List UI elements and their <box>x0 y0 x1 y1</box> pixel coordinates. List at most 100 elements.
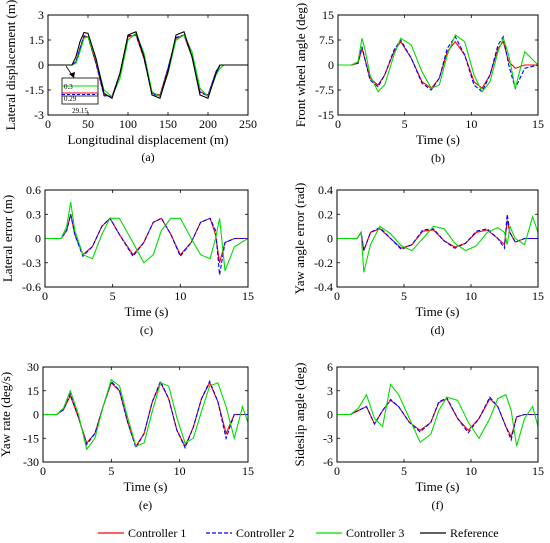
y-axis-label: Yaw rate (deg/s) <box>0 372 13 457</box>
x-tick-label: 150 <box>159 117 177 131</box>
legend-label: Controller 2 <box>236 526 294 540</box>
x-tick-label: 0 <box>45 117 51 131</box>
series-line-controller-2 <box>337 396 538 442</box>
x-tick-label: 50 <box>82 117 94 131</box>
x-tick-label: 15 <box>532 464 544 478</box>
x-tick-label: 10 <box>465 289 477 303</box>
panel-caption: (d) <box>431 323 445 337</box>
series-line-controller-1 <box>337 397 538 439</box>
x-tick-label: 5 <box>108 464 114 478</box>
y-tick-label: -0.2 <box>314 256 333 270</box>
y-tick-label: -3 <box>34 108 44 122</box>
x-tick-label: 100 <box>119 117 137 131</box>
y-tick-label: -0.3 <box>22 256 41 270</box>
plot-frame <box>336 189 539 288</box>
panel-caption: (b) <box>431 151 445 165</box>
y-tick-label: -6 <box>323 455 333 469</box>
y-axis-label: Lateral error (m) <box>0 195 15 282</box>
series-line-controller-3 <box>43 378 248 451</box>
y-tick-label: -0.6 <box>22 280 41 294</box>
series-line-reference <box>48 30 248 100</box>
panel-caption: (f) <box>432 498 444 512</box>
x-axis-label: Longitudinal displacement (m) <box>67 132 228 147</box>
panel-e: 0 5 10 15 -30 -15 0 15 30 Time (s) Yaw rate (deg/s… <box>0 360 254 512</box>
zoom-inset: 0.3 0.29 29.15 <box>61 65 99 115</box>
y-tick-label: 0.6 <box>26 183 41 197</box>
y-tick-label: 0.3 <box>26 207 41 221</box>
inset-label-bottom: 0.29 <box>64 95 77 103</box>
series-line-controller-1 <box>45 214 248 263</box>
plot-frame <box>44 189 249 288</box>
series-line-controller-3 <box>338 34 538 93</box>
x-tick-label: 0 <box>42 289 48 303</box>
y-tick-label: 15 <box>322 8 334 22</box>
x-tick-label: 0 <box>334 289 340 303</box>
y-tick-label: -1.5 <box>25 83 44 97</box>
series-line-controller-2 <box>338 35 538 93</box>
y-tick-label: -15 <box>23 431 39 445</box>
y-tick-label: -7.5 <box>315 83 334 97</box>
series-line-controller-2 <box>337 214 538 251</box>
x-tick-label: 15 <box>242 289 254 303</box>
y-tick-label: 0.2 <box>318 207 333 221</box>
legend-label: Controller 3 <box>346 526 404 540</box>
x-tick-label: 15 <box>532 289 544 303</box>
x-axis-label: Time (s) <box>416 132 460 147</box>
y-tick-label: 0.4 <box>318 183 333 197</box>
y-axis-label: Lateral displacement (m) <box>3 0 18 130</box>
x-tick-label: 5 <box>110 289 116 303</box>
series-line-controller-2 <box>45 214 248 275</box>
inset-label-top: 0.3 <box>64 83 73 91</box>
y-tick-label: -30 <box>23 455 39 469</box>
legend: Controller 1 Controller 2 Controller 3 Refe… <box>98 526 499 540</box>
plot-frame <box>337 14 539 116</box>
y-tick-label: 0 <box>35 232 41 246</box>
panel-caption: (c) <box>140 323 153 337</box>
x-tick-label: 0 <box>40 464 46 478</box>
y-tick-label: 3 <box>38 8 44 22</box>
series-line-controller-1 <box>337 220 538 251</box>
plot-frame <box>42 366 249 463</box>
y-tick-label: 0 <box>327 408 333 422</box>
series-line-controller-3 <box>337 214 538 273</box>
x-axis-label: Time (s) <box>416 479 460 494</box>
x-tick-label: 0 <box>335 117 341 131</box>
plot-frame <box>47 14 249 116</box>
legend-label: Reference <box>450 526 499 540</box>
x-tick-label: 200 <box>199 117 217 131</box>
panel-b: 0 5 10 15 -15 -7.5 0 7.5 15 Time (s) Front wheel a… <box>293 3 544 165</box>
legend-label: Controller 1 <box>128 526 186 540</box>
y-tick-label: 3 <box>327 384 333 398</box>
y-tick-label: 6 <box>327 360 333 374</box>
x-tick-label: 10 <box>465 464 477 478</box>
x-tick-label: 250 <box>239 117 257 131</box>
series-line-controller-3 <box>45 202 248 272</box>
inset-label-x: 29.15 <box>72 107 88 115</box>
panel-d: 0 5 10 15 -0.4 -0.2 0 0.2 0.4 Time (s) Yaw angle e… <box>292 183 544 337</box>
x-axis-label: Time (s) <box>416 304 460 319</box>
y-tick-label: -0.4 <box>314 280 333 294</box>
plot-frame <box>336 366 539 463</box>
x-tick-label: 10 <box>174 289 186 303</box>
series-line-controller-3 <box>337 383 538 447</box>
y-tick-label: 1.5 <box>29 33 44 47</box>
x-axis-label: Time (s) <box>125 304 169 319</box>
panel-f: 0 5 10 15 -6 -3 0 3 6 Time (s) Sideslip angle (deg… <box>292 360 544 512</box>
x-tick-label: 10 <box>174 464 186 478</box>
y-tick-label: 0 <box>328 58 334 72</box>
y-axis-label: Yaw angle error (rad) <box>292 183 307 295</box>
x-tick-label: 5 <box>401 464 407 478</box>
y-tick-label: 0 <box>33 408 39 422</box>
y-tick-label: 30 <box>27 360 39 374</box>
x-axis-label: Time (s) <box>124 479 168 494</box>
x-tick-label: 5 <box>402 117 408 131</box>
y-axis-label: Front wheel angle (deg) <box>293 3 308 128</box>
y-tick-label: -3 <box>323 431 333 445</box>
x-tick-label: 15 <box>242 464 254 478</box>
y-tick-label: 15 <box>27 384 39 398</box>
y-tick-label: 0 <box>327 232 333 246</box>
y-tick-label: 0 <box>38 58 44 72</box>
inset-arrow-head <box>69 72 75 78</box>
panel-c: 0 5 10 15 -0.6 -0.3 0 0.3 0.6 Time (s) Lateral err… <box>0 183 254 337</box>
panel-caption: (e) <box>139 498 152 512</box>
